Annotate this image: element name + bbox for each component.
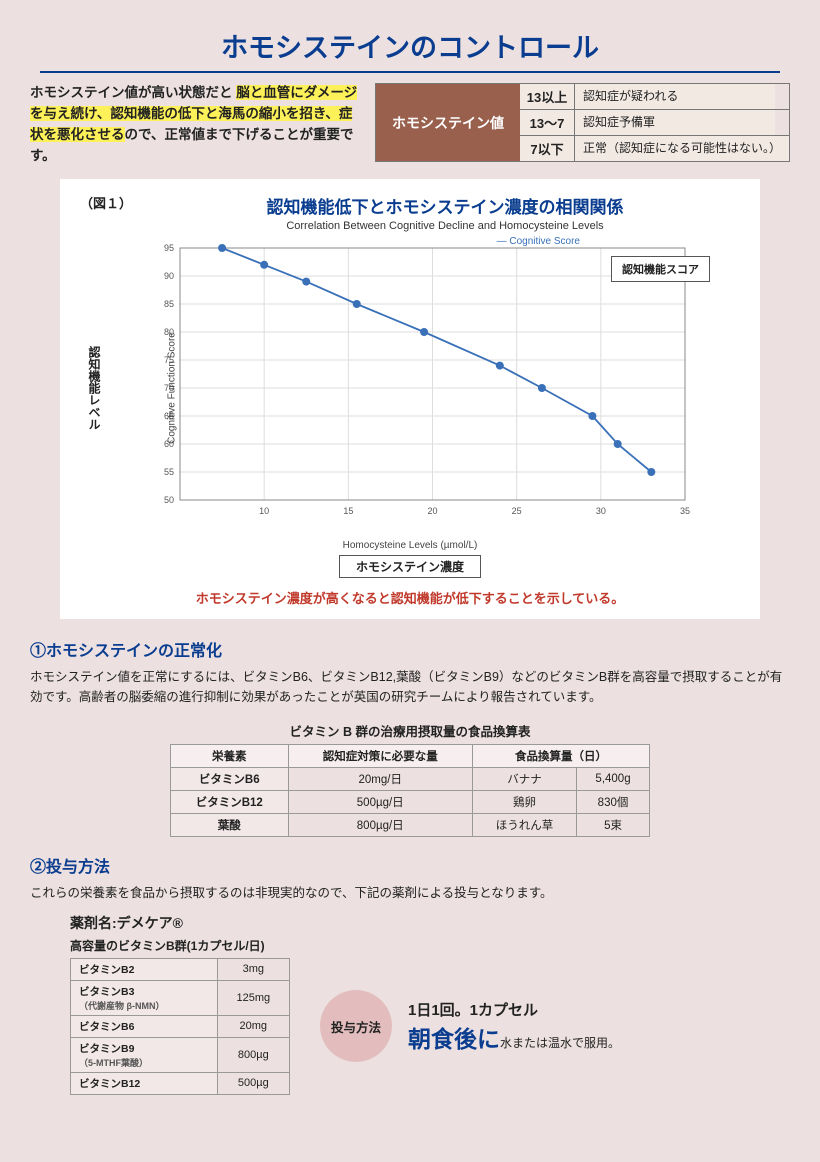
conv-header: 認知症対策に必要な量 <box>288 744 472 767</box>
intro-pre: ホモシステイン値が高い状態だと <box>30 85 236 100</box>
chart-subtitle-en: Correlation Between Cognitive Decline an… <box>150 220 740 232</box>
cap-amount: 125mg <box>217 980 289 1015</box>
svg-text:15: 15 <box>343 506 353 516</box>
cap-amount: 20mg <box>217 1015 289 1037</box>
cap-amount: 500µg <box>217 1072 289 1094</box>
conv-header: 栄養素 <box>171 744 289 767</box>
conv-qty: 830個 <box>577 790 650 813</box>
y-axis-label-jp: 認知機能レベル <box>86 346 103 430</box>
cap-amount: 800µg <box>217 1037 289 1072</box>
svg-text:10: 10 <box>259 506 269 516</box>
dose-badge: 投与方法 <box>320 990 392 1062</box>
dose-info: 投与方法 1日1回。1カプセル 朝食後に水または温水で服用。 <box>320 990 620 1062</box>
cap-name: ビタミンB12 <box>71 1072 218 1094</box>
conv-qty: 5,400g <box>577 767 650 790</box>
conversion-table: 栄養素認知症対策に必要な量食品換算量（日） ビタミンB620mg/日バナナ5,4… <box>170 744 650 837</box>
svg-text:95: 95 <box>164 243 174 253</box>
x-axis-label-jp: ホモシステイン濃度 <box>339 555 481 578</box>
conv-header: 食品換算量（日） <box>472 744 649 767</box>
figure-label: （図１） <box>80 193 132 212</box>
conv-amount: 20mg/日 <box>288 767 472 790</box>
svg-text:20: 20 <box>427 506 437 516</box>
y-axis-label-en: Cognitive Function Score <box>166 332 177 444</box>
section1-body: ホモシステイン値を正常にするには、ビタミンB6、ビタミンB12,葉酸（ビタミンB… <box>30 667 790 707</box>
svg-text:25: 25 <box>512 506 522 516</box>
page-title: ホモシステインのコントロール <box>40 26 780 73</box>
homo-desc: 認知症予備軍 <box>575 110 775 135</box>
homo-val: 13以上 <box>520 84 575 109</box>
homo-val: 13〜7 <box>520 110 575 135</box>
conversion-table-title: ビタミン B 群の治療用摂取量の食品換算表 <box>30 721 790 740</box>
intro-text: ホモシステイン値が高い状態だと 脳と血管にダメージを与え続け、認知機能の低下と海… <box>30 83 365 167</box>
homo-desc: 認知症が疑われる <box>575 84 775 109</box>
cap-amount: 3mg <box>217 958 289 980</box>
cap-name: ビタミンB2 <box>71 958 218 980</box>
section1-heading: ①ホモシステインの正常化 <box>30 637 790 661</box>
conv-food: ほうれん草 <box>472 813 576 836</box>
dose-line1: 1日1回。1カプセル <box>408 999 620 1020</box>
section2-body: これらの栄養素を食品から摂取するのは非現実的なので、下記の薬剤による投与となりま… <box>30 883 790 903</box>
legend-jp: 認知機能スコア <box>611 256 710 282</box>
chart-note: ホモシステイン濃度が高くなると認知機能が低下することを示している。 <box>80 588 740 607</box>
chart-title-jp: 認知機能低下とホモシステイン濃度の相関関係 <box>150 193 740 218</box>
conv-qty: 5束 <box>577 813 650 836</box>
svg-text:35: 35 <box>680 506 690 516</box>
svg-text:85: 85 <box>164 299 174 309</box>
svg-text:55: 55 <box>164 467 174 477</box>
homocysteine-table: ホモシステイン値 13以上認知症が疑われる13〜7認知症予備軍7以下正常（認知症… <box>375 83 790 162</box>
svg-text:30: 30 <box>596 506 606 516</box>
conv-food: 鶏卵 <box>472 790 576 813</box>
homo-desc: 正常（認知症になる可能性はない。） <box>575 136 789 161</box>
conv-nutrient: ビタミンB6 <box>171 767 289 790</box>
conv-nutrient: 葉酸 <box>171 813 289 836</box>
conv-amount: 800µg/日 <box>288 813 472 836</box>
chart-body: 認知機能レベル Cognitive Function Score — Cogni… <box>90 238 730 538</box>
svg-text:90: 90 <box>164 271 174 281</box>
svg-text:50: 50 <box>164 495 174 505</box>
cap-name: ビタミンB3（代謝産物 β-NMN） <box>71 980 218 1015</box>
homo-label: ホモシステイン値 <box>376 84 520 161</box>
conv-nutrient: ビタミンB12 <box>171 790 289 813</box>
capsule-table-title: 高容量のビタミンB群(1カプセル/日) <box>70 937 790 954</box>
legend-en: — Cognitive Score <box>497 236 580 247</box>
dose-small: 水または温水で服用。 <box>500 1036 620 1050</box>
cap-name: ビタミンB9（5-MTHF葉酸） <box>71 1037 218 1072</box>
drug-name: 薬剤名:デメケア® <box>70 913 790 933</box>
dose-big: 朝食後に <box>408 1026 500 1052</box>
capsule-table: ビタミンB23mgビタミンB3（代謝産物 β-NMN）125mgビタミンB620… <box>70 958 290 1095</box>
intro-row: ホモシステイン値が高い状態だと 脳と血管にダメージを与え続け、認知機能の低下と海… <box>30 83 790 167</box>
section2-heading: ②投与方法 <box>30 853 790 877</box>
homo-val: 7以下 <box>520 136 575 161</box>
chart-panel: （図１） 認知機能低下とホモシステイン濃度の相関関係 Correlation B… <box>60 179 760 619</box>
conv-amount: 500µg/日 <box>288 790 472 813</box>
x-axis-label-en: Homocysteine Levels (µmol/L) <box>80 540 740 551</box>
conv-food: バナナ <box>472 767 576 790</box>
cap-name: ビタミンB6 <box>71 1015 218 1037</box>
